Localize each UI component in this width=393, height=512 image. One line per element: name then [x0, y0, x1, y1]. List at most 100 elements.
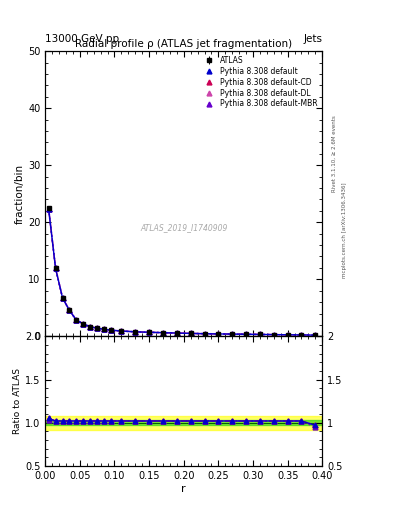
Pythia 8.308 default-CD [102, 326, 107, 332]
Pythia 8.308 default-CD [161, 330, 165, 336]
Pythia 8.308 default-DL [202, 331, 207, 337]
Pythia 8.308 default [108, 327, 113, 333]
Pythia 8.308 default [74, 317, 79, 323]
Text: 13000 GeV pp: 13000 GeV pp [45, 33, 119, 44]
X-axis label: r: r [182, 483, 186, 494]
Pythia 8.308 default-CD [133, 329, 138, 335]
Pythia 8.308 default-DL [299, 332, 304, 338]
Pythia 8.308 default-MBR [230, 331, 235, 337]
Pythia 8.308 default-DL [147, 329, 151, 335]
Bar [45, 420, 322, 425]
Pythia 8.308 default-MBR [133, 329, 138, 335]
Pythia 8.308 default-DL [74, 317, 79, 323]
Pythia 8.308 default-CD [285, 332, 290, 338]
Pythia 8.308 default-DL [174, 330, 179, 336]
Pythia 8.308 default [88, 324, 93, 330]
Line: Pythia 8.308 default-CD: Pythia 8.308 default-CD [46, 207, 318, 337]
Pythia 8.308 default [147, 329, 151, 335]
Pythia 8.308 default-MBR [147, 329, 151, 335]
Pythia 8.308 default [174, 330, 179, 336]
Pythia 8.308 default-MBR [161, 330, 165, 336]
Pythia 8.308 default-CD [119, 328, 124, 334]
Pythia 8.308 default-MBR [67, 307, 72, 313]
Pythia 8.308 default-DL [60, 295, 65, 301]
Pythia 8.308 default-MBR [119, 328, 124, 334]
Pythia 8.308 default-CD [174, 330, 179, 336]
Pythia 8.308 default-MBR [285, 332, 290, 338]
Pythia 8.308 default [202, 331, 207, 337]
Pythia 8.308 default-CD [147, 329, 151, 335]
Pythia 8.308 default-MBR [108, 327, 113, 333]
Pythia 8.308 default-MBR [88, 324, 93, 330]
Pythia 8.308 default-MBR [257, 331, 262, 337]
Pythia 8.308 default-DL [46, 206, 51, 212]
Pythia 8.308 default [285, 332, 290, 338]
Pythia 8.308 default-DL [133, 329, 138, 335]
Line: Pythia 8.308 default-MBR: Pythia 8.308 default-MBR [46, 207, 318, 337]
Pythia 8.308 default-CD [299, 332, 304, 338]
Pythia 8.308 default [102, 326, 107, 332]
Pythia 8.308 default-DL [257, 331, 262, 337]
Pythia 8.308 default-DL [313, 332, 318, 338]
Pythia 8.308 default [119, 328, 124, 334]
Pythia 8.308 default-MBR [202, 331, 207, 337]
Text: Jets: Jets [303, 33, 322, 44]
Pythia 8.308 default [188, 330, 193, 336]
Pythia 8.308 default-CD [108, 327, 113, 333]
Pythia 8.308 default-DL [230, 331, 235, 337]
Line: Pythia 8.308 default-DL: Pythia 8.308 default-DL [46, 207, 318, 337]
Pythia 8.308 default-DL [95, 325, 99, 331]
Pythia 8.308 default-CD [216, 331, 221, 337]
Pythia 8.308 default-DL [67, 307, 72, 313]
Pythia 8.308 default-CD [313, 332, 318, 338]
Pythia 8.308 default [299, 332, 304, 338]
Pythia 8.308 default-CD [53, 265, 58, 271]
Pythia 8.308 default [161, 330, 165, 336]
Y-axis label: fraction/bin: fraction/bin [15, 164, 25, 224]
Pythia 8.308 default [95, 325, 99, 331]
Pythia 8.308 default [230, 331, 235, 337]
Pythia 8.308 default-DL [88, 324, 93, 330]
Pythia 8.308 default-CD [46, 206, 51, 212]
Pythia 8.308 default-CD [202, 331, 207, 337]
Pythia 8.308 default-DL [244, 331, 248, 337]
Pythia 8.308 default [313, 332, 318, 338]
Pythia 8.308 default-DL [161, 330, 165, 336]
Text: mcplots.cern.ch [arXiv:1306.3436]: mcplots.cern.ch [arXiv:1306.3436] [342, 183, 347, 278]
Pythia 8.308 default-DL [53, 265, 58, 271]
Pythia 8.308 default-DL [188, 330, 193, 336]
Pythia 8.308 default-CD [88, 324, 93, 330]
Pythia 8.308 default-MBR [272, 332, 276, 338]
Pythia 8.308 default [60, 295, 65, 301]
Text: ATLAS_2019_I1740909: ATLAS_2019_I1740909 [140, 223, 228, 232]
Pythia 8.308 default-CD [67, 307, 72, 313]
Pythia 8.308 default [216, 331, 221, 337]
Text: Rivet 3.1.10, ≥ 2.6M events: Rivet 3.1.10, ≥ 2.6M events [332, 115, 337, 192]
Pythia 8.308 default-DL [272, 332, 276, 338]
Line: Pythia 8.308 default: Pythia 8.308 default [46, 207, 318, 337]
Pythia 8.308 default-MBR [60, 295, 65, 301]
Pythia 8.308 default-CD [272, 332, 276, 338]
Pythia 8.308 default [46, 206, 51, 212]
Pythia 8.308 default-MBR [46, 206, 51, 212]
Pythia 8.308 default-MBR [313, 332, 318, 338]
Pythia 8.308 default-CD [230, 331, 235, 337]
Pythia 8.308 default [244, 331, 248, 337]
Pythia 8.308 default-MBR [74, 317, 79, 323]
Pythia 8.308 default-CD [81, 321, 86, 327]
Legend: ATLAS, Pythia 8.308 default, Pythia 8.308 default-CD, Pythia 8.308 default-DL, P: ATLAS, Pythia 8.308 default, Pythia 8.30… [199, 53, 320, 111]
Pythia 8.308 default-MBR [174, 330, 179, 336]
Pythia 8.308 default-DL [108, 327, 113, 333]
Pythia 8.308 default-CD [244, 331, 248, 337]
Y-axis label: Ratio to ATLAS: Ratio to ATLAS [13, 368, 22, 434]
Pythia 8.308 default-CD [60, 295, 65, 301]
Title: Radial profile ρ (ATLAS jet fragmentation): Radial profile ρ (ATLAS jet fragmentatio… [75, 39, 292, 49]
Pythia 8.308 default-CD [95, 325, 99, 331]
Pythia 8.308 default-MBR [216, 331, 221, 337]
Pythia 8.308 default-DL [119, 328, 124, 334]
Pythia 8.308 default [272, 332, 276, 338]
Pythia 8.308 default [67, 307, 72, 313]
Pythia 8.308 default-MBR [53, 265, 58, 271]
Pythia 8.308 default [133, 329, 138, 335]
Pythia 8.308 default-DL [102, 326, 107, 332]
